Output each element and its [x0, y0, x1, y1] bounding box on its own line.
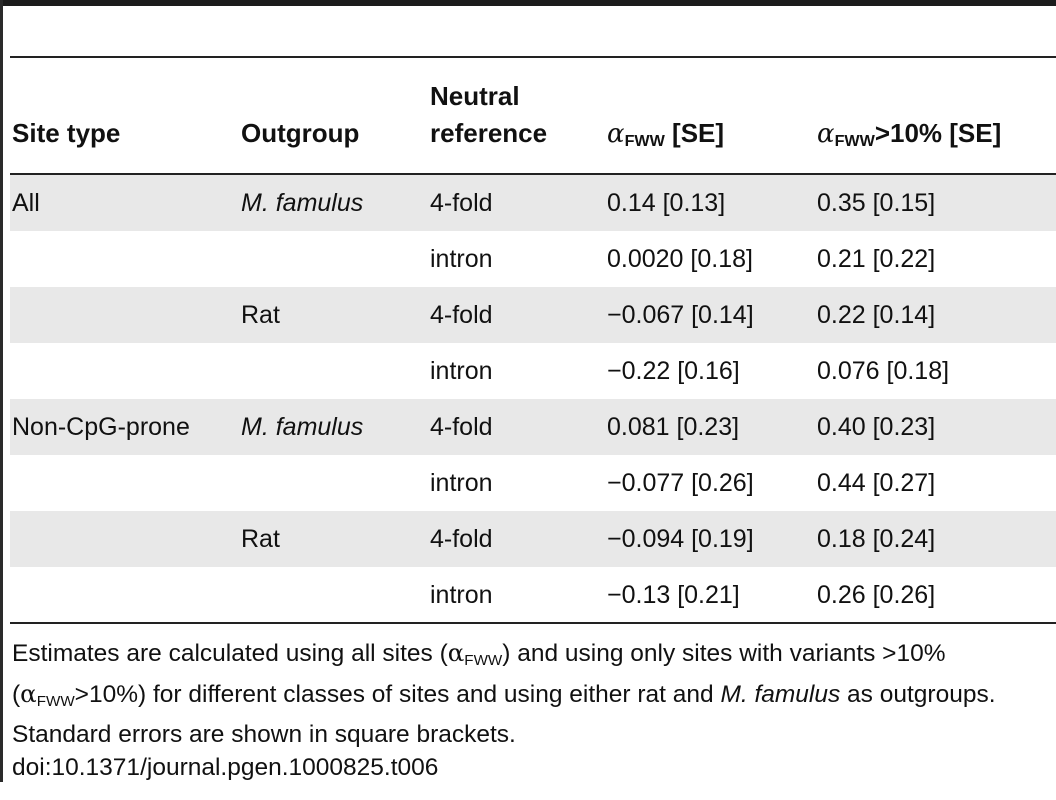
- cell-alpha: −0.22 [0.16]: [607, 357, 740, 385]
- cell-neutral: intron: [430, 357, 493, 385]
- cell-outgroup: M. famulus: [241, 189, 364, 217]
- footnote-species-name: M. famulus: [720, 680, 841, 708]
- header-site-type: Site type: [12, 118, 121, 148]
- alpha-subscript: FWW: [464, 651, 503, 669]
- cell-alpha: 0.081 [0.23]: [607, 413, 740, 441]
- cell-outgroup: Rat: [241, 301, 280, 329]
- data-table: Site type Outgroup Neutral reference αFW…: [10, 58, 1056, 609]
- table-row: All M. famulus 4-fold 0.14 [0.13] 0.35 […: [10, 175, 1056, 231]
- cell-alpha10: 0.21 [0.22]: [817, 245, 936, 273]
- table-footnote: Estimates are calculated using all sites…: [12, 636, 1052, 784]
- cell-neutral: intron: [430, 581, 493, 609]
- cell-alpha10: 0.44 [0.27]: [817, 469, 936, 497]
- alpha10-se-label: >10% [SE]: [874, 118, 1002, 148]
- table-row: intron 0.0020 [0.18] 0.21 [0.22]: [10, 231, 1056, 287]
- top-band: [0, 0, 1056, 6]
- cell-alpha10: 0.35 [0.15]: [817, 189, 936, 217]
- footnote-text-part1: Estimates are calculated using all sites…: [12, 640, 448, 667]
- cell-neutral: 4-fold: [430, 301, 493, 329]
- cell-alpha: −0.077 [0.26]: [607, 469, 754, 497]
- table-row: intron −0.13 [0.21] 0.26 [0.26]: [10, 567, 1056, 623]
- alpha-subscript: FWW: [36, 692, 75, 710]
- cell-alpha10: 0.40 [0.23]: [817, 413, 936, 441]
- table-row: intron −0.22 [0.16] 0.076 [0.18]: [10, 343, 1056, 399]
- cell-neutral: intron: [430, 245, 493, 273]
- footnote-text-part3: >10%) for different classes of sites and…: [74, 680, 721, 708]
- table-body: All M. famulus 4-fold 0.14 [0.13] 0.35 […: [10, 175, 1056, 623]
- cell-neutral: 4-fold: [430, 413, 493, 441]
- doi-link[interactable]: doi:10.1371/journal.pgen.1000825.t006: [12, 753, 439, 781]
- table-row: Rat 4-fold −0.067 [0.14] 0.22 [0.14]: [10, 287, 1056, 343]
- cell-outgroup: M. famulus: [241, 413, 364, 441]
- table-row: Non-CpG-prone M. famulus 4-fold 0.081 [0…: [10, 399, 1056, 455]
- cell-neutral: 4-fold: [430, 189, 493, 217]
- header-neutral-line2: reference: [430, 118, 548, 148]
- cell-site-type: All: [12, 189, 40, 217]
- cell-site-type: Non-CpG-prone: [12, 413, 190, 441]
- footnote-text-part4: as outgroups. Standard errors are shown …: [12, 680, 996, 748]
- alpha-se-label: [SE]: [664, 118, 725, 148]
- cell-outgroup: Rat: [241, 525, 280, 553]
- table-row: Rat 4-fold −0.094 [0.19] 0.18 [0.24]: [10, 511, 1056, 567]
- header-neutral-line1: Neutral: [430, 81, 520, 111]
- cell-neutral: 4-fold: [430, 525, 493, 553]
- header-alpha-fww: αFWW [SE]: [607, 117, 724, 157]
- cell-alpha10: 0.076 [0.18]: [817, 357, 950, 385]
- table-header: Site type Outgroup Neutral reference αFW…: [10, 58, 1056, 173]
- header-alpha-fww-10: αFWW>10% [SE]: [817, 117, 1001, 157]
- table-top-rule: [10, 56, 1056, 58]
- cell-neutral: intron: [430, 469, 493, 497]
- header-outgroup: Outgroup: [241, 118, 360, 148]
- cell-alpha: −0.094 [0.19]: [607, 525, 754, 553]
- cell-alpha: −0.13 [0.21]: [607, 581, 740, 609]
- cell-alpha10: 0.22 [0.14]: [817, 301, 936, 329]
- cell-alpha10: 0.26 [0.26]: [817, 581, 936, 609]
- cell-alpha: 0.0020 [0.18]: [607, 245, 753, 273]
- table-row: intron −0.077 [0.26] 0.44 [0.27]: [10, 455, 1056, 511]
- alpha-symbol: α: [817, 119, 835, 149]
- cell-alpha10: 0.18 [0.24]: [817, 525, 936, 553]
- alpha-symbol: α: [20, 678, 37, 708]
- alpha-subscript: FWW: [624, 132, 665, 151]
- alpha-subscript: FWW: [834, 132, 875, 151]
- cell-alpha: −0.067 [0.14]: [607, 301, 754, 329]
- cell-alpha: 0.14 [0.13]: [607, 189, 726, 217]
- alpha-symbol: α: [447, 638, 465, 667]
- footnote-text-part2: ) and using only sites with variants >10…: [12, 640, 946, 708]
- table-bottom-rule: [10, 622, 1056, 624]
- header-bottom-rule: [10, 173, 1056, 175]
- left-border: [0, 0, 3, 782]
- alpha-symbol: α: [607, 119, 625, 149]
